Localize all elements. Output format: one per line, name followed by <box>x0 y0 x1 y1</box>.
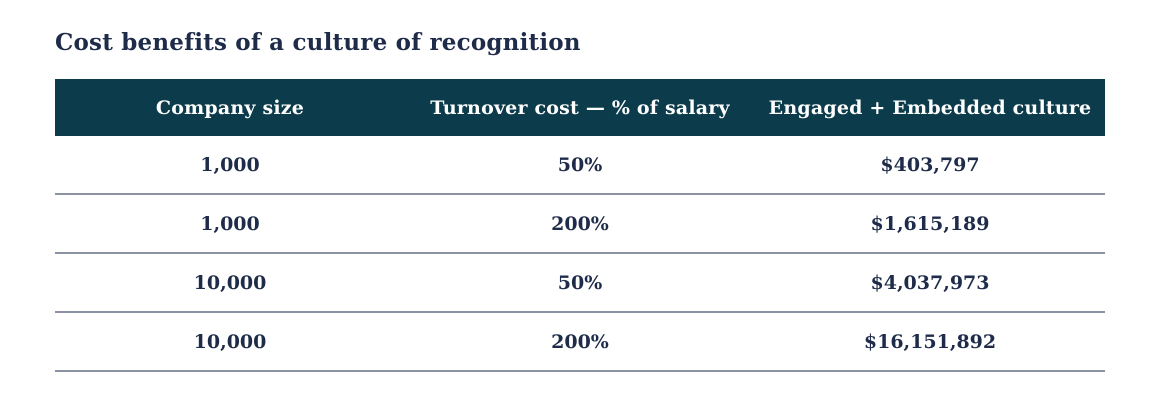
cost-benefits-table: Company size Turnover cost — % of salary… <box>55 79 1105 373</box>
table-header-row: Company size Turnover cost — % of salary… <box>55 79 1105 137</box>
table-cell-company-size: 10,000 <box>55 312 405 373</box>
table-row: 1,000 50% $403,797 <box>55 136 1105 196</box>
table-cell-turnover-cost: 200% <box>405 312 755 373</box>
table-row: 10,000 200% $16,151,892 <box>55 312 1105 373</box>
column-header-company-size: Company size <box>55 79 405 137</box>
table-cell-culture-value: $1,615,189 <box>755 194 1105 255</box>
table-cell-turnover-cost: 50% <box>405 136 755 196</box>
table-cell-company-size: 10,000 <box>55 253 405 314</box>
table-cell-company-size: 1,000 <box>55 194 405 255</box>
table-cell-turnover-cost: 200% <box>405 194 755 255</box>
table-cell-turnover-cost: 50% <box>405 253 755 314</box>
table-cell-culture-value: $403,797 <box>755 136 1105 196</box>
column-header-turnover-cost: Turnover cost — % of salary <box>405 79 755 137</box>
page-title: Cost benefits of a culture of recognitio… <box>55 29 581 56</box>
table-cell-culture-value: $16,151,892 <box>755 312 1105 373</box>
recognition-cost-figure: Cost benefits of a culture of recognitio… <box>55 29 1105 373</box>
table-row: 1,000 200% $1,615,189 <box>55 194 1105 255</box>
column-header-engaged-embedded-culture: Engaged + Embedded culture <box>755 79 1105 137</box>
table-cell-company-size: 1,000 <box>55 136 405 196</box>
table-cell-culture-value: $4,037,973 <box>755 253 1105 314</box>
table-row: 10,000 50% $4,037,973 <box>55 253 1105 314</box>
